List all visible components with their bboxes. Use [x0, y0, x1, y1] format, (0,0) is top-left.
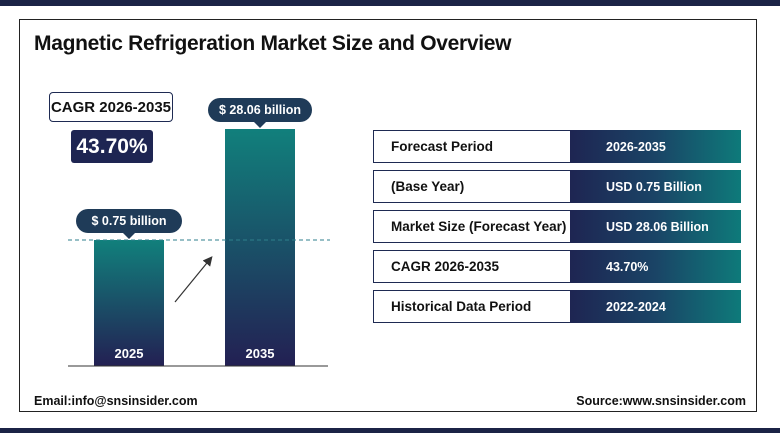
bar-2035 [225, 129, 295, 366]
table-row-label: Forecast Period [373, 130, 571, 163]
table-row: CAGR 2026-2035 43.70% [373, 250, 741, 283]
table-row-label: Historical Data Period [373, 290, 571, 323]
bottom-accent-bar [0, 428, 780, 433]
table-row-label: CAGR 2026-2035 [373, 250, 571, 283]
table-row-value: USD 0.75 Billion [570, 170, 741, 203]
table-row-value: USD 28.06 Billion [570, 210, 741, 243]
table-row-value: 2026-2035 [570, 130, 741, 163]
x-tick-label-2025: 2025 [115, 346, 144, 361]
x-tick-label-2035: 2035 [246, 346, 275, 361]
market-summary-table: Forecast Period 2026-2035 (Base Year) USD 0… [373, 130, 741, 330]
cagr-value-badge: 43.70% [71, 130, 153, 163]
footer-source: Source:www.snsinsider.com [576, 394, 746, 408]
table-row-label: Market Size (Forecast Year) [373, 210, 571, 243]
footer-email: Email:info@snsinsider.com [34, 394, 198, 408]
table-row: Historical Data Period 2022-2024 [373, 290, 741, 323]
cagr-label-box: CAGR 2026-2035 [49, 92, 173, 122]
data-label-2035: $ 28.06 billion [208, 98, 312, 128]
top-accent-bar [0, 0, 780, 6]
growth-arrow [174, 256, 213, 303]
table-row: (Base Year) USD 0.75 Billion [373, 170, 741, 203]
page-title: Magnetic Refrigeration Market Size and O… [34, 32, 512, 55]
data-label-2025: $ 0.75 billion [76, 209, 182, 239]
table-row: Market Size (Forecast Year) USD 28.06 Bil… [373, 210, 741, 243]
table-row: Forecast Period 2026-2035 [373, 130, 741, 163]
table-row-value: 43.70% [570, 250, 741, 283]
bar-2025 [94, 240, 164, 366]
table-row-label: (Base Year) [373, 170, 571, 203]
table-row-value: 2022-2024 [570, 290, 741, 323]
